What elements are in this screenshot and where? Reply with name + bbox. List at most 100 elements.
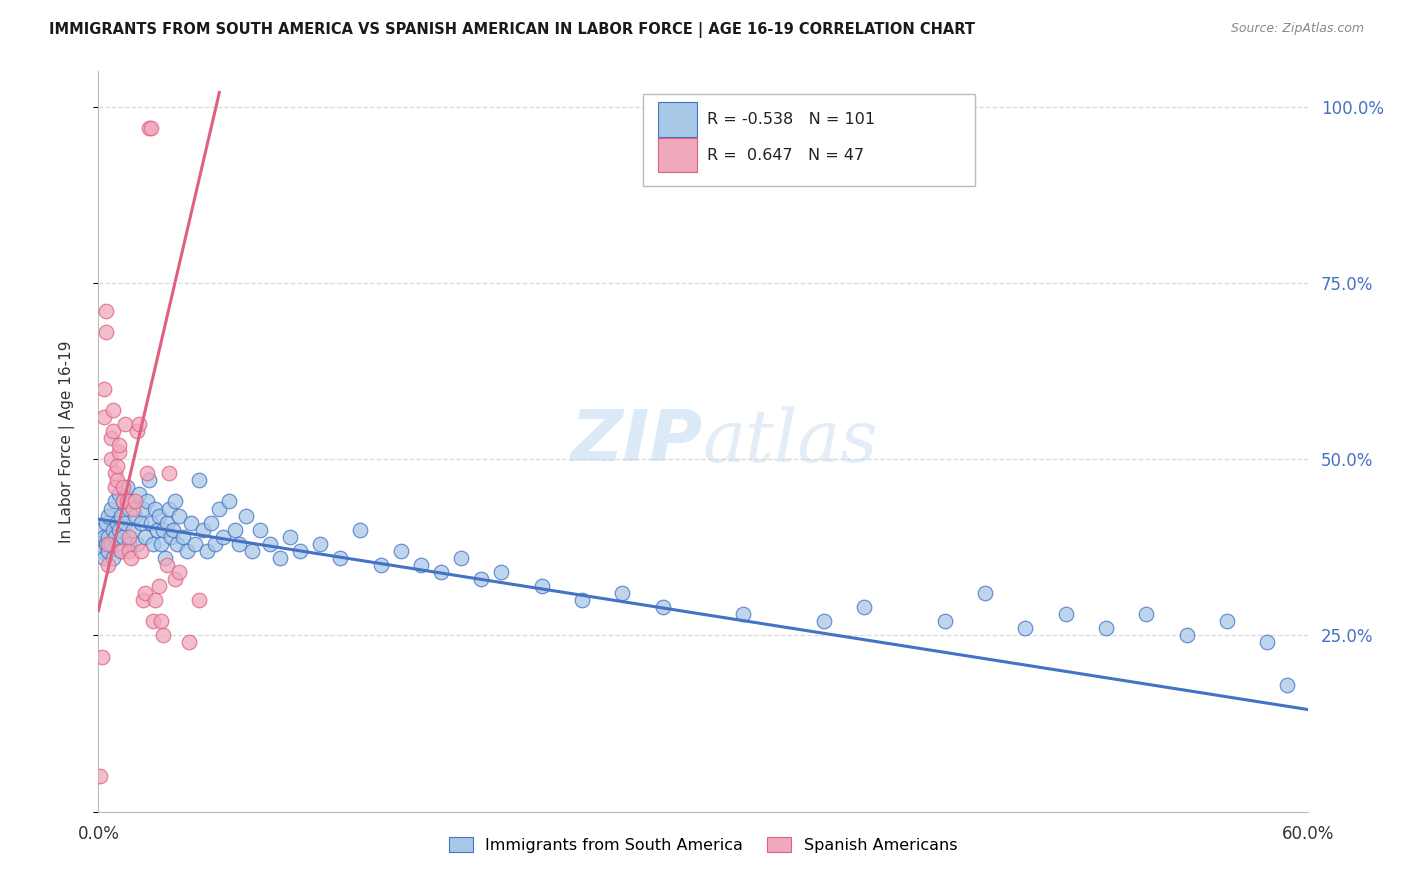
Point: [530, 579, 553, 593]
Text: R =  0.647   N = 47: R = 0.647 N = 47: [707, 147, 863, 162]
Point: [118, 544, 141, 558]
Point: [89, 769, 111, 783]
Point: [107, 523, 129, 537]
Point: [132, 501, 155, 516]
Point: [166, 537, 188, 551]
Point: [107, 438, 129, 452]
Point: [120, 550, 142, 565]
Point: [93, 550, 115, 565]
Point: [111, 530, 134, 544]
Point: [204, 537, 226, 551]
Point: [259, 537, 281, 551]
Point: [107, 487, 129, 501]
Point: [200, 516, 222, 530]
Point: [156, 558, 179, 572]
Point: [121, 523, 143, 537]
Point: [184, 537, 207, 551]
Point: [167, 565, 190, 579]
Point: [167, 508, 190, 523]
Point: [212, 530, 235, 544]
Point: [163, 494, 186, 508]
Point: [89, 537, 111, 551]
Point: [103, 467, 125, 481]
Point: [470, 572, 492, 586]
Point: [160, 530, 183, 544]
Point: [107, 445, 129, 459]
Point: [93, 530, 115, 544]
Point: [134, 530, 156, 544]
Point: [128, 417, 150, 431]
Point: [148, 579, 170, 593]
Point: [97, 537, 120, 551]
Point: [97, 544, 120, 558]
Point: [114, 516, 136, 530]
Point: [651, 600, 673, 615]
Point: [142, 537, 165, 551]
Point: [105, 459, 128, 474]
Point: [143, 593, 166, 607]
Point: [121, 501, 143, 516]
Point: [157, 501, 180, 516]
Point: [96, 537, 118, 551]
Point: [110, 544, 132, 558]
Point: [288, 544, 311, 558]
Point: [1216, 615, 1239, 629]
Point: [101, 402, 124, 417]
Point: [349, 523, 371, 537]
Point: [101, 550, 124, 565]
Point: [409, 558, 432, 572]
FancyBboxPatch shape: [643, 94, 976, 186]
Point: [110, 508, 132, 523]
Point: [195, 544, 218, 558]
Point: [491, 565, 513, 579]
Point: [111, 480, 134, 494]
Point: [100, 431, 122, 445]
Point: [105, 473, 128, 487]
Point: [143, 501, 166, 516]
Point: [146, 523, 169, 537]
Text: R = -0.538   N = 101: R = -0.538 N = 101: [707, 112, 875, 127]
Point: [97, 558, 120, 572]
Point: [1135, 607, 1157, 622]
Point: [228, 537, 250, 551]
Point: [118, 501, 141, 516]
Point: [430, 565, 453, 579]
Point: [118, 530, 141, 544]
Point: [157, 467, 180, 481]
Point: [100, 452, 122, 467]
Point: [612, 586, 634, 600]
Point: [91, 523, 114, 537]
Point: [193, 523, 215, 537]
Point: [100, 537, 122, 551]
Point: [329, 550, 352, 565]
Point: [162, 523, 184, 537]
Point: [450, 550, 472, 565]
Point: [179, 635, 201, 649]
Point: [105, 537, 128, 551]
Point: [269, 550, 291, 565]
Point: [100, 501, 122, 516]
Point: [235, 508, 257, 523]
FancyBboxPatch shape: [658, 103, 697, 136]
Point: [149, 615, 172, 629]
Point: [1175, 628, 1198, 642]
Point: [370, 558, 392, 572]
Point: [128, 487, 150, 501]
Point: [224, 523, 246, 537]
Point: [125, 424, 148, 438]
Point: [129, 544, 152, 558]
Point: [142, 615, 165, 629]
Point: [97, 508, 120, 523]
Point: [218, 494, 240, 508]
Point: [934, 615, 956, 629]
Point: [132, 593, 155, 607]
Point: [135, 467, 157, 481]
Point: [120, 494, 142, 508]
Point: [101, 424, 124, 438]
Point: [172, 530, 194, 544]
Text: Source: ZipAtlas.com: Source: ZipAtlas.com: [1230, 22, 1364, 36]
Point: [124, 508, 146, 523]
Text: ZIP: ZIP: [571, 407, 703, 476]
Point: [188, 473, 211, 487]
Point: [148, 508, 170, 523]
